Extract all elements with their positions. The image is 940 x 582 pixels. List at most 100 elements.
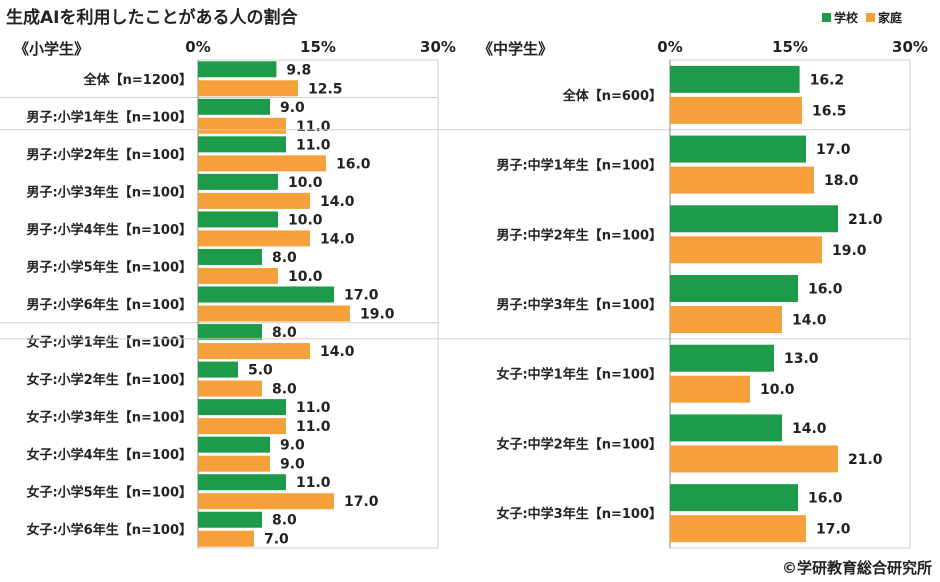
legend-swatch-school (822, 13, 831, 22)
data-label-school: 10.0 (288, 175, 323, 191)
bar-home (198, 380, 262, 397)
bar-school (670, 65, 800, 93)
category-label: 男子:中学3年生【n=100】 (496, 297, 662, 313)
category-label: 女子:中学2年生【n=100】 (496, 436, 662, 452)
x-tick-label: 30% (420, 38, 456, 56)
panel-junior-high: 0% 15% 30% 全体【n=600】 16.2 16.5 男子:中学1年生【n=100】… (0, 38, 928, 549)
data-label-school: 17.0 (816, 142, 851, 158)
bar-home (670, 375, 750, 403)
category-label: 男子:小学3年生【n=100】 (26, 184, 192, 200)
bar-home (198, 305, 350, 322)
data-label-home: 19.0 (832, 243, 867, 259)
legend-swatch-home (866, 13, 876, 22)
category-label: 女子:小学3年生【n=100】 (26, 410, 192, 426)
legend-label-home: 家庭 (878, 11, 903, 25)
bar-home (670, 306, 782, 333)
data-label-school: 9.0 (280, 100, 305, 116)
bar-school (198, 136, 286, 153)
bar-home (198, 530, 254, 547)
legend: 学校 家庭 (822, 9, 910, 26)
data-label-home: 11.0 (296, 119, 331, 135)
category-label: 男子:中学1年生【n=100】 (496, 158, 662, 174)
x-tick-label: 30% (892, 38, 928, 56)
bar-school (198, 248, 262, 265)
data-label-home: 14.0 (792, 313, 827, 329)
data-label-home: 14.0 (320, 194, 355, 210)
junior-high-panel-title: 《中学生》 (478, 40, 554, 58)
bar-home (198, 117, 286, 134)
legend-item-home: 家庭 (866, 9, 902, 26)
data-label-home: 14.0 (320, 344, 355, 360)
data-label-school: 21.0 (848, 212, 883, 228)
data-label-school: 8.0 (272, 325, 297, 341)
x-tick-label: 0% (657, 38, 682, 56)
data-label-school: 11.0 (296, 137, 331, 153)
bar-school (198, 436, 270, 453)
legend-label-school: 学校 (834, 11, 859, 25)
data-label-school: 16.0 (808, 491, 843, 507)
bar-home (670, 236, 822, 264)
bar-school (198, 173, 278, 190)
bar-school (670, 414, 782, 442)
plot-frame (669, 59, 911, 549)
data-label-school: 13.0 (784, 351, 819, 367)
bar-school (198, 211, 278, 228)
bar-home (198, 267, 278, 284)
bar-school (670, 135, 806, 163)
category-label: 女子:小学2年生【n=100】 (26, 372, 192, 388)
data-label-home: 19.0 (360, 307, 395, 323)
bar-home (198, 230, 310, 247)
bar-home (670, 96, 802, 124)
bar-home (198, 493, 334, 510)
category-label: 全体【n=600】 (562, 88, 662, 104)
data-label-home: 10.0 (760, 382, 795, 398)
bar-school (670, 275, 798, 302)
bar-home (198, 192, 310, 209)
data-label-home: 7.0 (264, 532, 289, 548)
data-label-home: 8.0 (272, 382, 297, 398)
category-label: 男子:小学5年生【n=100】 (26, 259, 192, 275)
category-label: 女子:中学1年生【n=100】 (496, 367, 662, 383)
bar-home (198, 455, 270, 472)
data-label-school: 9.8 (286, 62, 311, 78)
data-label-school: 5.0 (248, 363, 273, 379)
data-label-home: 16.0 (336, 156, 371, 172)
data-label-school: 17.0 (344, 288, 379, 304)
category-label: 女子:小学6年生【n=100】 (26, 522, 192, 538)
data-label-home: 14.0 (320, 231, 355, 247)
panel-elementary: 0% 15% 30% 全体【n=1200】 9.8 12.5 男子:小学1年生【n=100】… (0, 38, 456, 549)
category-label: 男子:小学2年生【n=100】 (26, 147, 192, 163)
data-label-school: 14.0 (792, 421, 827, 437)
bar-school (198, 361, 238, 378)
category-label: 女子:小学5年生【n=100】 (26, 485, 192, 501)
data-label-school: 8.0 (272, 250, 297, 266)
legend-item-school: 学校 (822, 9, 858, 26)
category-label: 男子:小学6年生【n=100】 (26, 297, 192, 313)
data-label-home: 12.5 (308, 81, 343, 97)
bar-school (198, 474, 286, 491)
data-label-home: 17.0 (816, 522, 851, 538)
chart-title: 生成AIを利用したことがある人の割合 (6, 8, 298, 28)
bar-school (198, 324, 262, 341)
bar-home (670, 515, 806, 543)
data-label-school: 9.0 (280, 438, 305, 454)
data-label-home: 9.0 (280, 457, 305, 473)
data-label-home: 11.0 (296, 419, 331, 435)
bar-school (670, 484, 798, 512)
category-label: 男子:中学2年生【n=100】 (496, 227, 662, 243)
data-label-home: 16.5 (812, 103, 847, 119)
bar-school (198, 98, 270, 115)
bar-school (670, 205, 838, 233)
data-label-school: 16.2 (810, 72, 845, 88)
data-label-school: 10.0 (288, 212, 323, 228)
bar-home (670, 166, 814, 194)
category-label: 男子:小学4年生【n=100】 (26, 222, 192, 238)
source-credit: ©学研教育総合研究所 (781, 559, 932, 577)
data-label-home: 10.0 (288, 269, 323, 285)
x-tick-label: 15% (300, 38, 336, 56)
category-label: 女子:小学4年生【n=100】 (26, 447, 192, 463)
data-label-school: 11.0 (296, 400, 331, 416)
bar-school (198, 399, 286, 416)
data-label-home: 18.0 (824, 173, 859, 189)
bar-school (198, 511, 262, 528)
